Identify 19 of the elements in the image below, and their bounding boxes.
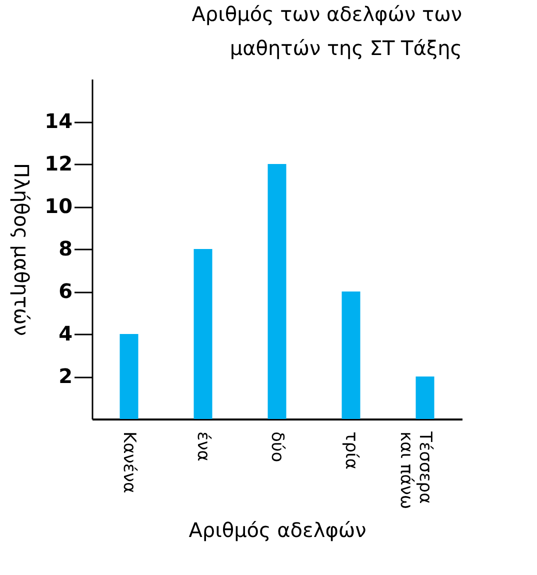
- y-tick-label: 10: [44, 194, 72, 218]
- y-tick-label: 12: [44, 152, 72, 176]
- bar: [268, 164, 286, 419]
- y-axis-title: Πλήθος μαθητών: [10, 163, 34, 336]
- x-tick-label: ένα: [193, 432, 213, 462]
- x-tick-label: δύο: [267, 432, 287, 462]
- y-tick-label: 6: [58, 279, 72, 303]
- y-tick-label: 8: [58, 236, 72, 260]
- y-tick-label: 4: [58, 322, 72, 346]
- y-tick-label: 14: [44, 109, 72, 133]
- chart-title: Αριθμός των αδελφών των μαθητών της ΣΤ Τάξης: [192, 2, 462, 60]
- y-tick-label: 2: [58, 364, 72, 388]
- bar: [120, 334, 138, 419]
- x-tick-label: τρία: [341, 432, 361, 470]
- x-axis-title: Αριθμός αδελφών: [188, 518, 366, 542]
- bar: [194, 249, 212, 419]
- x-tick-label: Κανένα: [119, 432, 139, 494]
- bar: [342, 292, 360, 419]
- bar: [416, 376, 434, 419]
